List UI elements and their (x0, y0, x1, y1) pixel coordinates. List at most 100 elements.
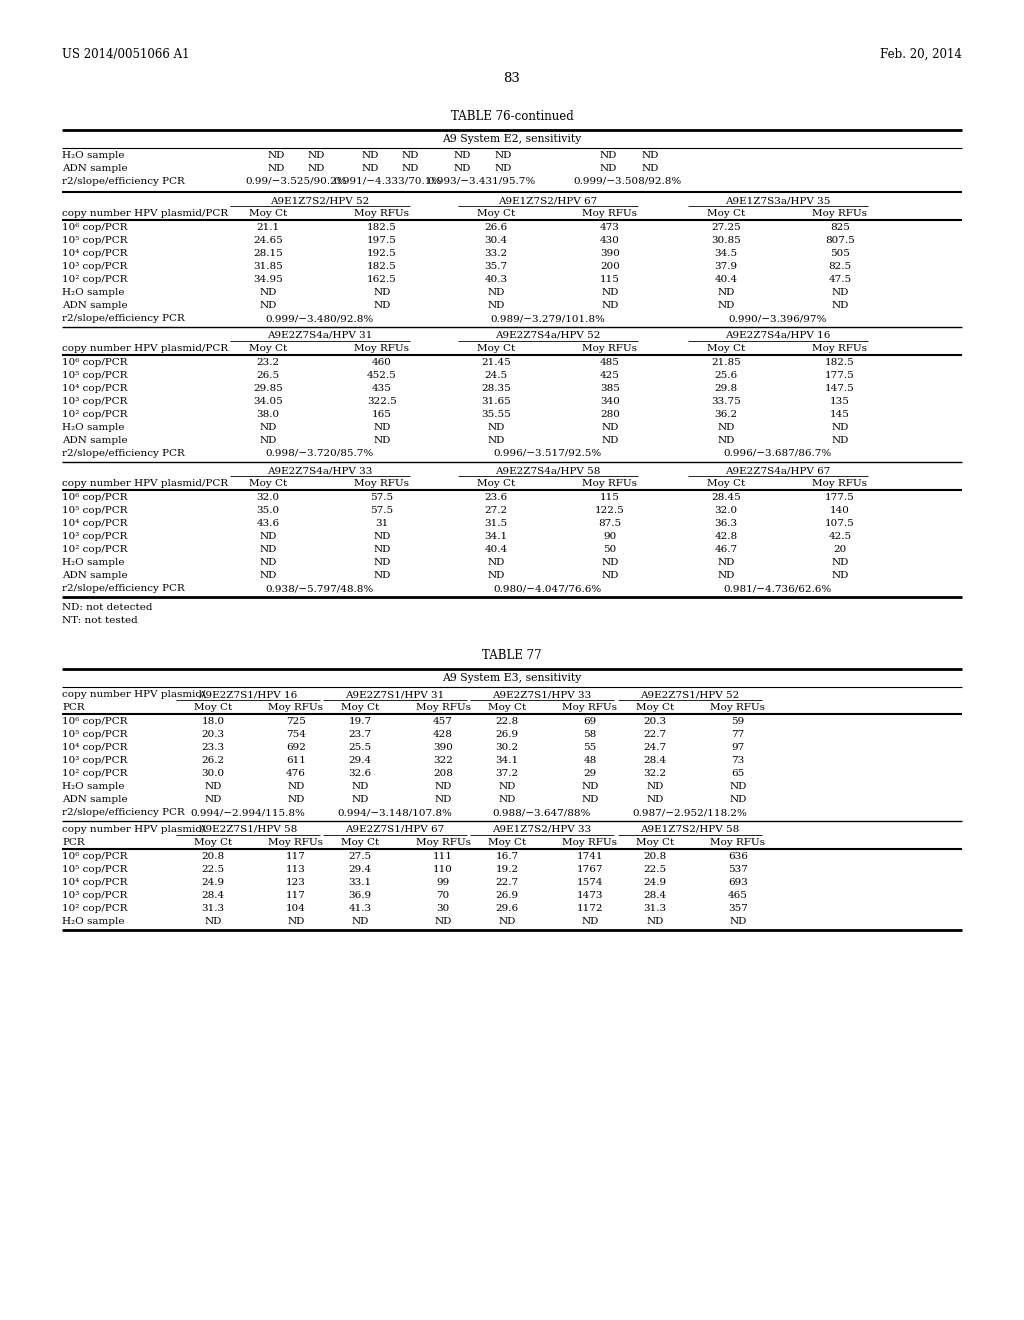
Text: Moy Ct: Moy Ct (194, 838, 232, 847)
Text: ND: ND (361, 150, 379, 160)
Text: ND: ND (288, 795, 305, 804)
Text: 30: 30 (436, 904, 450, 913)
Text: Moy RFUs: Moy RFUs (562, 838, 617, 847)
Text: 0.999/−3.508/92.8%: 0.999/−3.508/92.8% (573, 177, 682, 186)
Text: 22.7: 22.7 (643, 730, 667, 739)
Text: ND: ND (601, 558, 618, 568)
Text: 23.2: 23.2 (256, 358, 280, 367)
Text: ND: ND (361, 164, 379, 173)
Text: 23.6: 23.6 (484, 492, 508, 502)
Text: 33.1: 33.1 (348, 878, 372, 887)
Text: ND: ND (831, 422, 849, 432)
Text: ND: ND (267, 150, 285, 160)
Text: 1574: 1574 (577, 878, 603, 887)
Text: 10⁵ cop/PCR: 10⁵ cop/PCR (62, 371, 128, 380)
Text: Moy RFUs: Moy RFUs (416, 838, 470, 847)
Text: ND: ND (582, 781, 599, 791)
Text: 10⁶ cop/PCR: 10⁶ cop/PCR (62, 717, 128, 726)
Text: 357: 357 (728, 904, 748, 913)
Text: Moy Ct: Moy Ct (477, 209, 515, 218)
Text: Moy Ct: Moy Ct (194, 704, 232, 711)
Text: ND: ND (831, 558, 849, 568)
Text: ND: ND (434, 795, 452, 804)
Text: 182.5: 182.5 (825, 358, 855, 367)
Text: ADN sample: ADN sample (62, 301, 128, 310)
Text: 390: 390 (600, 249, 620, 257)
Text: 390: 390 (433, 743, 453, 752)
Text: 19.2: 19.2 (496, 865, 518, 874)
Text: ND: ND (831, 301, 849, 310)
Text: 110: 110 (433, 865, 453, 874)
Text: 27.5: 27.5 (348, 851, 372, 861)
Text: 28.45: 28.45 (711, 492, 741, 502)
Text: ND: ND (487, 288, 505, 297)
Text: 33.75: 33.75 (711, 397, 741, 407)
Text: 825: 825 (830, 223, 850, 232)
Text: 1767: 1767 (577, 865, 603, 874)
Text: ND: ND (831, 288, 849, 297)
Text: 322: 322 (433, 756, 453, 766)
Text: US 2014/0051066 A1: US 2014/0051066 A1 (62, 48, 189, 61)
Text: A9E2Z7S4a/HPV 67: A9E2Z7S4a/HPV 67 (725, 466, 830, 475)
Text: 147.5: 147.5 (825, 384, 855, 393)
Text: 10⁶ cop/PCR: 10⁶ cop/PCR (62, 223, 128, 232)
Text: 29.6: 29.6 (496, 904, 518, 913)
Text: 19.7: 19.7 (348, 717, 372, 726)
Text: 48: 48 (584, 756, 597, 766)
Text: 20.3: 20.3 (202, 730, 224, 739)
Text: 28.4: 28.4 (643, 891, 667, 900)
Text: 505: 505 (830, 249, 850, 257)
Text: 10⁴ cop/PCR: 10⁴ cop/PCR (62, 878, 128, 887)
Text: Moy RFUs: Moy RFUs (354, 479, 410, 488)
Text: 10³ cop/PCR: 10³ cop/PCR (62, 891, 127, 900)
Text: 457: 457 (433, 717, 453, 726)
Text: ND: ND (374, 558, 391, 568)
Text: A9E1Z7S2/HPV 52: A9E1Z7S2/HPV 52 (270, 195, 370, 205)
Text: 25.5: 25.5 (348, 743, 372, 752)
Text: ND: ND (718, 558, 734, 568)
Text: ND: ND (259, 288, 276, 297)
Text: 18.0: 18.0 (202, 717, 224, 726)
Text: 123: 123 (286, 878, 306, 887)
Text: 22.7: 22.7 (496, 878, 518, 887)
Text: Moy RFUs: Moy RFUs (268, 704, 324, 711)
Text: 140: 140 (830, 506, 850, 515)
Text: copy number HPV plasmid/: copy number HPV plasmid/ (62, 825, 206, 834)
Text: A9E1Z7S2/HPV 67: A9E1Z7S2/HPV 67 (499, 195, 598, 205)
Text: 10² cop/PCR: 10² cop/PCR (62, 770, 128, 777)
Text: ND: ND (351, 781, 369, 791)
Text: 42.8: 42.8 (715, 532, 737, 541)
Text: ND: ND (259, 301, 276, 310)
Text: ND: ND (646, 917, 664, 927)
Text: 0.981/−4.736/62.6%: 0.981/−4.736/62.6% (724, 583, 833, 593)
Text: A9 System E3, sensitivity: A9 System E3, sensitivity (442, 673, 582, 682)
Text: 31.3: 31.3 (643, 904, 667, 913)
Text: 23.7: 23.7 (348, 730, 372, 739)
Text: 34.95: 34.95 (253, 275, 283, 284)
Text: 47.5: 47.5 (828, 275, 852, 284)
Text: ND: ND (601, 436, 618, 445)
Text: 476: 476 (286, 770, 306, 777)
Text: NT: not tested: NT: not tested (62, 616, 138, 624)
Text: Moy Ct: Moy Ct (249, 479, 287, 488)
Text: A9E2Z7S4a/HPV 52: A9E2Z7S4a/HPV 52 (496, 331, 601, 341)
Text: 115: 115 (600, 492, 620, 502)
Text: ND: ND (601, 301, 618, 310)
Text: 29.4: 29.4 (348, 756, 372, 766)
Text: 0.994/−2.994/115.8%: 0.994/−2.994/115.8% (190, 808, 305, 817)
Text: ND: ND (601, 288, 618, 297)
Text: ND: ND (434, 917, 452, 927)
Text: 537: 537 (728, 865, 748, 874)
Text: 24.65: 24.65 (253, 236, 283, 246)
Text: Moy Ct: Moy Ct (477, 345, 515, 352)
Text: copy number HPV plasmid/PCR: copy number HPV plasmid/PCR (62, 209, 228, 218)
Text: 23.3: 23.3 (202, 743, 224, 752)
Text: A9E2Z7S1/HPV 52: A9E2Z7S1/HPV 52 (640, 690, 739, 700)
Text: A9E2Z7S4a/HPV 58: A9E2Z7S4a/HPV 58 (496, 466, 601, 475)
Text: r2/slope/efficiency PCR: r2/slope/efficiency PCR (62, 449, 184, 458)
Text: A9E2Z7S1/HPV 67: A9E2Z7S1/HPV 67 (345, 825, 444, 834)
Text: 31: 31 (376, 519, 389, 528)
Text: 10⁴ cop/PCR: 10⁴ cop/PCR (62, 519, 128, 528)
Text: 26.5: 26.5 (256, 371, 280, 380)
Text: ND: ND (499, 781, 516, 791)
